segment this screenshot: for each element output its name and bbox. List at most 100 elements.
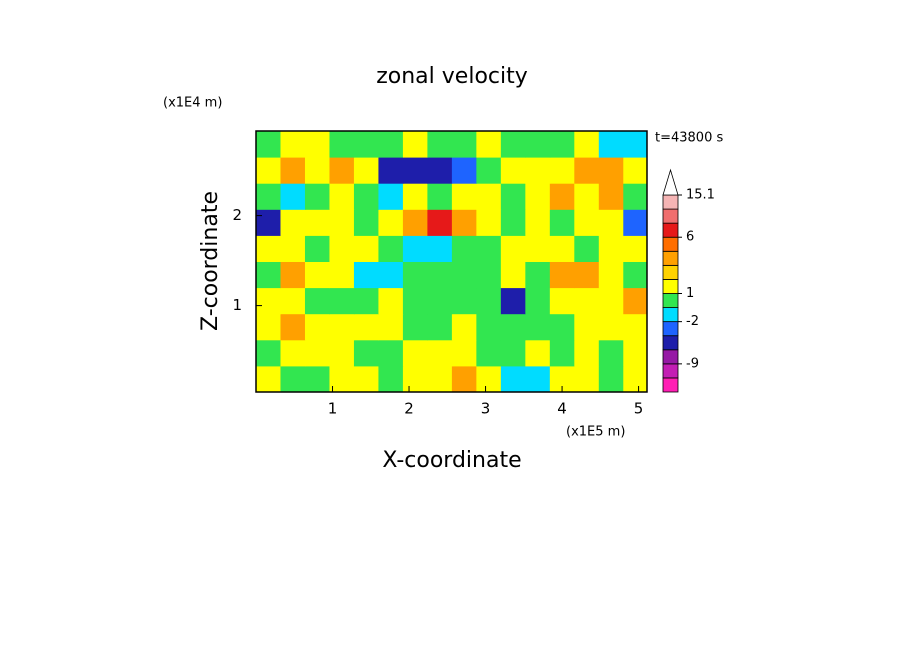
contour-cell (378, 131, 404, 158)
contour-cell (280, 157, 306, 184)
contour-cell (598, 183, 624, 210)
x-axis-label: X-coordinate (382, 448, 521, 473)
contour-cell (451, 339, 477, 367)
contour-cell (525, 209, 551, 236)
contour-cell (256, 235, 281, 262)
contour-cell (598, 365, 624, 393)
plot-frame (255, 130, 648, 393)
colorbar-segment (662, 335, 679, 351)
contour-cell (378, 183, 404, 210)
contour-cell (427, 131, 453, 158)
contour-cell (304, 183, 330, 210)
contour-cell (304, 287, 330, 315)
contour-cell (329, 209, 355, 236)
contour-cell (329, 157, 355, 184)
contour-cell (623, 287, 648, 315)
colorbar-segment (662, 363, 679, 379)
contour-cell (402, 339, 428, 367)
contour-cell (427, 235, 453, 262)
contour-cell (476, 287, 502, 315)
contour-cell (378, 313, 404, 341)
colorbar-segment (662, 293, 679, 308)
contour-cell (353, 157, 379, 184)
contour-cell (256, 261, 281, 289)
contour-cell (476, 365, 502, 393)
contour-cell (304, 365, 330, 393)
contour-cell (402, 209, 428, 236)
contour-cell (549, 131, 575, 158)
contour-cell (329, 183, 355, 210)
colorbar-segment (662, 321, 679, 337)
contour-cell (353, 261, 379, 289)
contour-cell (574, 365, 600, 393)
chart-title: zonal velocity (376, 64, 528, 89)
y-tick-label: 1 (232, 296, 242, 314)
contour-cell (304, 235, 330, 262)
y-tick-label: 2 (232, 206, 242, 224)
contour-cell (427, 287, 453, 315)
contour-cell (256, 209, 281, 236)
contour-cell (525, 365, 551, 393)
contour-cell (549, 339, 575, 367)
contour-cell (378, 235, 404, 262)
contour-cell (304, 339, 330, 367)
contour-cell (402, 261, 428, 289)
contour-cell (280, 131, 306, 158)
colorbar-tick-label: 6 (686, 230, 694, 245)
contour-cell (623, 261, 648, 289)
contour-cell (353, 183, 379, 210)
contour-cell (304, 157, 330, 184)
contour-cell (427, 313, 453, 341)
contour-cell (280, 261, 306, 289)
contour-cell (476, 339, 502, 367)
colorbar-segment (662, 264, 679, 280)
contour-cell (549, 235, 575, 262)
contour-cell (574, 183, 600, 210)
contour-cell (574, 313, 600, 341)
contour-cell (402, 313, 428, 341)
contour-cell (525, 131, 551, 158)
contour-cell (256, 157, 281, 184)
contour-cell (549, 261, 575, 289)
contour-cell (623, 157, 648, 184)
contour-field (256, 131, 648, 393)
x-unit: (x1E5 m) (566, 425, 625, 440)
contour-cell (476, 183, 502, 210)
contour-cell (304, 131, 330, 158)
contour-cell (549, 287, 575, 315)
colorbar-tick-label: -2 (686, 314, 699, 329)
colorbar-tick-label: 1 (686, 286, 694, 301)
contour-cell (402, 365, 428, 393)
contour-cell (525, 287, 551, 315)
colorbar-segment (662, 349, 679, 365)
contour-cell (256, 313, 281, 341)
contour-cell (623, 365, 648, 393)
contour-cell (256, 287, 281, 315)
contour-cell (525, 339, 551, 367)
contour-cell (280, 183, 306, 210)
colorbar-segment (662, 250, 679, 266)
contour-cell (353, 131, 379, 158)
colorbar-segment (662, 279, 679, 294)
contour-cell (427, 209, 453, 236)
x-tick-label: 5 (634, 400, 644, 418)
contour-cell (623, 313, 648, 341)
contour-cell (598, 157, 624, 184)
contour-cell (500, 287, 526, 315)
contour-cell (353, 209, 379, 236)
contour-cell (378, 261, 404, 289)
contour-cell (574, 209, 600, 236)
x-tick-label: 2 (404, 400, 414, 418)
contour-cell (353, 339, 379, 367)
contour-cell (329, 235, 355, 262)
contour-cell (476, 157, 502, 184)
contour-cell (378, 287, 404, 315)
contour-cell (353, 235, 379, 262)
colorbar-segment (662, 208, 679, 224)
contour-cell (525, 183, 551, 210)
contour-cell (500, 365, 526, 393)
contour-cell (549, 157, 575, 184)
time-label: t=43800 s (655, 131, 723, 146)
contour-cell (549, 313, 575, 341)
